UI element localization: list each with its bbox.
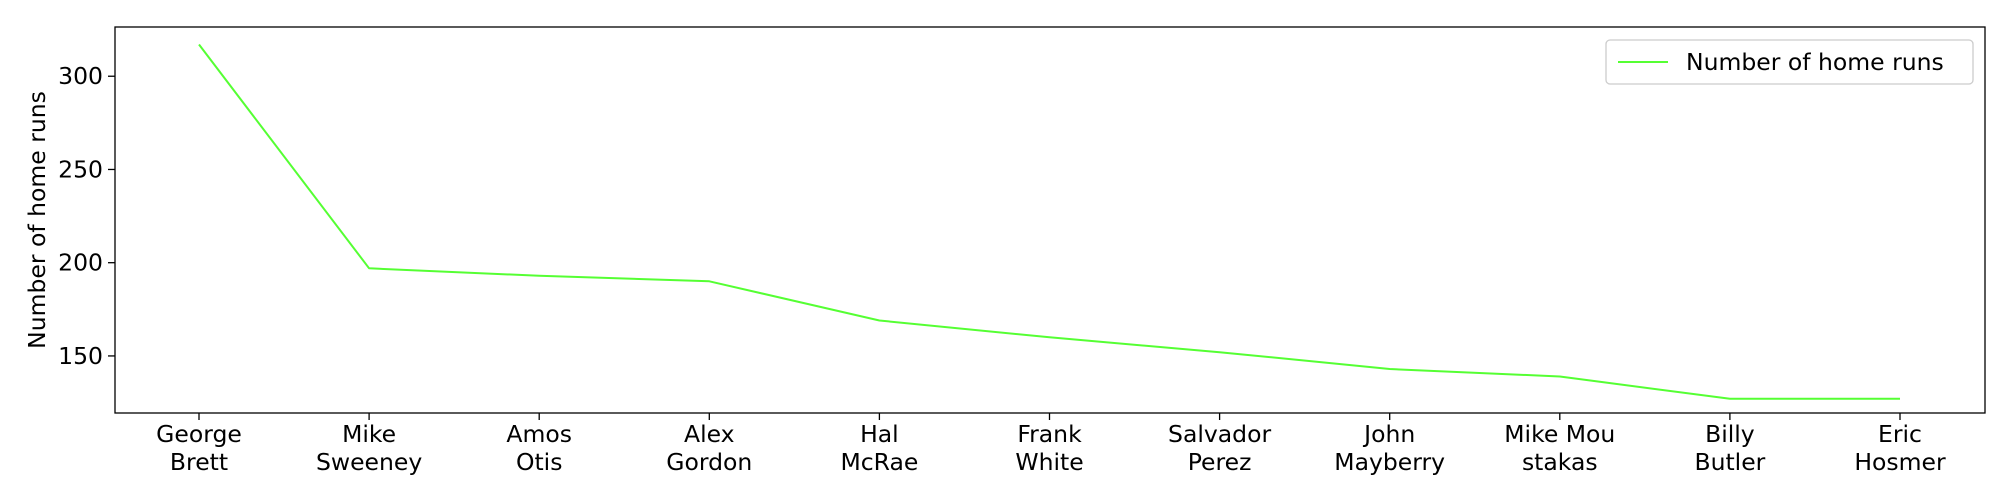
- y-axis-label: Number of home runs: [23, 91, 51, 349]
- x-tick-label: Salvador Perez: [1168, 420, 1271, 476]
- x-tick-label: John Mayberry: [1334, 420, 1445, 476]
- plot-frame: [114, 26, 1986, 414]
- legend: Number of home runs: [1605, 39, 1974, 85]
- x-tick-label: Hal McRae: [840, 420, 918, 476]
- x-tick-label: Mike Mou stakas: [1504, 420, 1615, 476]
- y-tick-label: 200: [58, 249, 103, 277]
- legend-box: [1605, 39, 1974, 85]
- y-tick-label: 150: [58, 342, 103, 370]
- x-tick-label: Amos Otis: [506, 420, 572, 476]
- y-tick-label: 250: [58, 155, 103, 183]
- legend-label: Number of home runs: [1686, 48, 1944, 76]
- series-layer: [198, 43, 1900, 400]
- x-axis-ticks: George Brett Mike Sweeney Amos Otis Alex Gordon…: [156, 413, 1946, 476]
- y-tick-label: 300: [58, 62, 103, 90]
- x-tick-label: Billy Butler: [1694, 420, 1765, 476]
- x-tick-label: Mike Sweeney: [316, 420, 422, 476]
- x-tick-label: Alex Gordon: [666, 420, 752, 476]
- x-tick-label: George Brett: [156, 420, 242, 476]
- series-line: [198, 43, 1900, 400]
- x-tick-label: Frank White: [1015, 420, 1083, 476]
- y-axis-ticks: 150 200 250 300: [58, 62, 115, 370]
- x-tick-label: Eric Hosmer: [1854, 420, 1946, 476]
